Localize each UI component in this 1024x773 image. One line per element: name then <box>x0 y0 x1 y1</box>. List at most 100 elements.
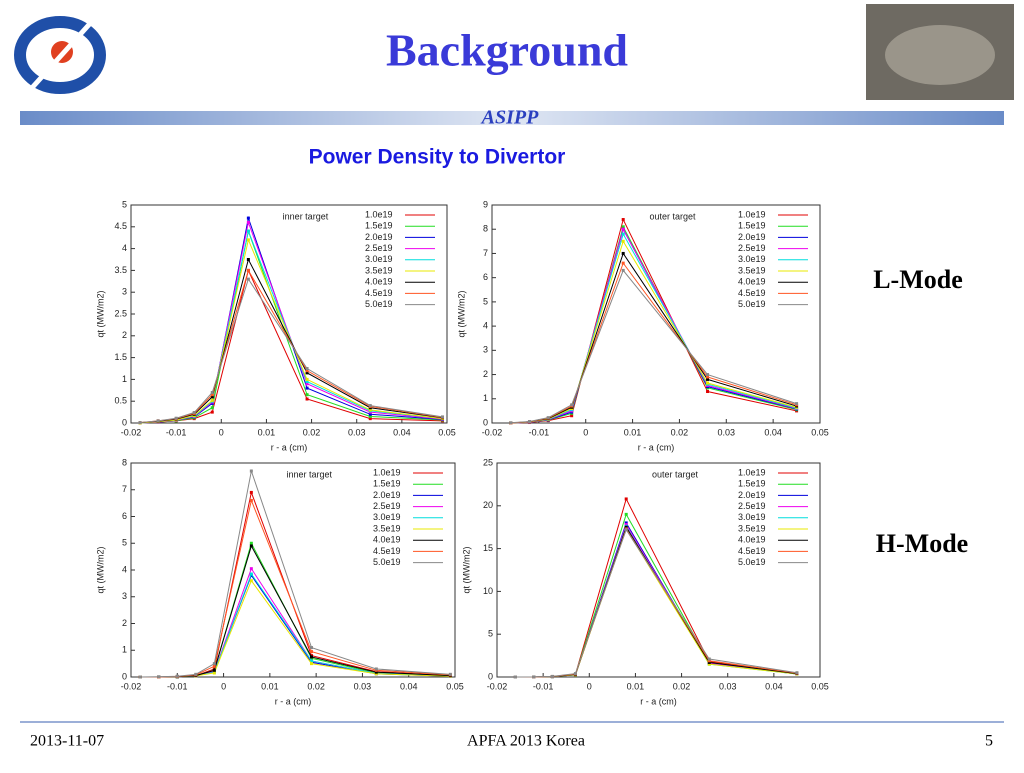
x-tick-label: 0.02 <box>307 681 325 691</box>
point-marker <box>706 390 710 394</box>
y-tick-label: 7 <box>483 248 488 258</box>
y-tick-label: 8 <box>483 224 488 234</box>
point-marker <box>706 377 710 381</box>
point-marker <box>527 420 531 424</box>
legend-label: 1.5e19 <box>365 221 393 231</box>
point-marker <box>368 414 372 418</box>
y-tick-label: 1 <box>483 393 488 403</box>
point-marker <box>212 671 216 675</box>
point-marker <box>212 668 216 672</box>
y-tick-label: 25 <box>483 457 493 467</box>
legend-label: 3.5e19 <box>365 265 393 275</box>
point-marker <box>707 660 711 664</box>
point-marker <box>210 410 214 414</box>
point-marker <box>305 371 309 375</box>
point-marker <box>368 408 372 412</box>
x-tick-label: -0.02 <box>482 427 503 437</box>
legend-label: 5.0e19 <box>738 299 766 309</box>
y-tick-label: 4 <box>122 564 127 574</box>
point-marker <box>310 650 314 654</box>
point-marker <box>621 227 625 231</box>
point-marker <box>305 386 309 390</box>
point-marker <box>374 670 378 674</box>
x-tick-label: -0.01 <box>533 681 554 691</box>
point-marker <box>707 657 711 661</box>
y-tick-label: 15 <box>483 543 493 553</box>
x-tick-label: 0.03 <box>348 427 366 437</box>
y-tick-label: 6 <box>122 511 127 521</box>
y-tick-label: 5 <box>488 629 493 639</box>
point-marker <box>570 403 574 407</box>
point-marker <box>249 541 253 545</box>
x-tick-label: -0.01 <box>167 681 188 691</box>
x-tick-label: 0.05 <box>446 681 464 691</box>
y-tick-label: 4.5 <box>114 221 127 231</box>
y-tick-label: 10 <box>483 586 493 596</box>
point-marker <box>368 404 372 408</box>
x-tick-label: 0.02 <box>303 427 321 437</box>
point-marker <box>795 402 799 406</box>
point-marker <box>795 671 799 675</box>
point-marker <box>706 373 710 377</box>
point-marker <box>246 268 250 272</box>
annotation: outer target <box>652 469 699 479</box>
point-marker <box>621 251 625 255</box>
chart: 0 5 10 15 20 25 -0.02 -0.01 0 0.01 0.02 0.03 0.04 0.0… <box>461 457 828 706</box>
point-marker <box>310 659 314 663</box>
point-marker <box>374 672 378 676</box>
annotation: outer target <box>649 211 696 221</box>
legend-label: 4.5e19 <box>365 288 393 298</box>
point-marker <box>246 277 250 281</box>
y-tick-label: 4 <box>122 243 127 253</box>
legend-label: 2.5e19 <box>738 243 766 253</box>
annotation: inner target <box>283 211 329 221</box>
x-tick-label: 0.05 <box>438 427 456 437</box>
y-tick-label: 0 <box>483 417 488 427</box>
legend-label: 2.5e19 <box>365 243 393 253</box>
x-tick-label: 0 <box>219 427 224 437</box>
y-tick-label: 5 <box>483 296 488 306</box>
point-marker <box>157 675 161 679</box>
x-tick-label: 0.04 <box>764 427 782 437</box>
y-tick-label: 1.5 <box>114 352 127 362</box>
x-tick-label: -0.02 <box>487 681 508 691</box>
legend-label: 5.0e19 <box>373 557 401 567</box>
point-marker <box>249 544 253 548</box>
point-marker <box>210 390 214 394</box>
page-number: 5 <box>985 733 993 750</box>
y-tick-label: 3.5 <box>114 265 127 275</box>
point-marker <box>305 377 309 381</box>
point-marker <box>310 655 314 659</box>
point-marker <box>192 411 196 415</box>
point-marker <box>706 375 710 379</box>
y-tick-label: 1 <box>122 645 127 655</box>
point-marker <box>440 415 444 419</box>
point-marker <box>509 421 513 425</box>
x-axis-label: r - a (cm) <box>271 442 308 452</box>
x-tick-label: -0.02 <box>121 427 142 437</box>
x-tick-label: 0.04 <box>765 681 783 691</box>
plot-frame <box>130 204 448 424</box>
point-marker <box>212 662 216 666</box>
point-marker <box>246 229 250 233</box>
point-marker <box>210 406 214 410</box>
point-marker <box>532 675 536 679</box>
title-bar <box>20 111 1004 125</box>
point-marker <box>305 380 309 384</box>
point-marker <box>210 393 214 397</box>
point-marker <box>621 225 625 229</box>
point-marker <box>246 216 250 220</box>
point-marker <box>621 239 625 243</box>
point-marker <box>368 412 372 416</box>
chart: 0 0.5 1 1.5 2 2.5 3 3.5 4 4.5 5 -0.02 -0.01 0 0.01 0.02… <box>95 199 455 452</box>
legend-label: 4.0e19 <box>738 277 766 287</box>
x-tick-label: -0.01 <box>166 427 187 437</box>
legend-label: 3.0e19 <box>373 512 401 522</box>
point-marker <box>513 675 517 679</box>
x-tick-label: 0 <box>587 681 592 691</box>
point-marker <box>546 416 550 420</box>
point-marker <box>249 498 253 502</box>
y-axis-label: qt (MW/m2) <box>456 291 466 338</box>
point-marker <box>210 395 214 399</box>
